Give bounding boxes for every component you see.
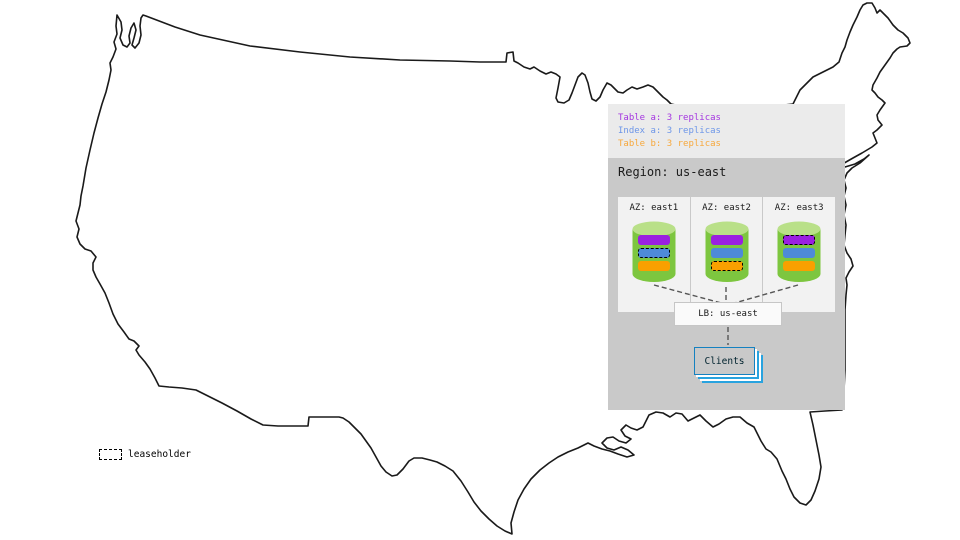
clients-box: Clients [694,347,755,375]
db-node-icon [776,220,822,284]
legend-item-table-b: Table b: 3 replicas [618,139,721,149]
replica-bars [710,235,743,274]
db-node-icon [631,220,677,284]
db-node-icon [704,220,750,284]
leaseholder-legend: leaseholder [99,449,191,460]
replica-bar-table-a [637,235,670,245]
clients-label: Clients [704,355,745,367]
legend-item-index-a: Index a: 3 replicas [618,126,721,136]
az-label: AZ: east2 [702,203,751,213]
region-diagram-panel: Table a: 3 replicas Index a: 3 replicas … [608,104,845,410]
replica-bar-table-b [783,261,816,271]
replica-bar-index-a [637,248,670,258]
az-east3: AZ: east3 [763,197,835,312]
replica-bar-table-a [710,235,743,245]
region-title: Region: us-east [618,165,727,179]
region-box: Region: us-east AZ: east1 [608,158,845,410]
az-container: AZ: east1 AZ: east2 [618,197,835,312]
replica-bar-table-b [637,261,670,271]
az-east1: AZ: east1 [618,197,691,312]
leaseholder-swatch-icon [99,449,122,460]
replica-bars [637,235,670,274]
az-label: AZ: east1 [629,203,679,213]
load-balancer-box: LB: us-east [674,302,782,326]
replica-bar-index-a [710,248,743,258]
replica-bar-table-b [710,261,743,271]
replica-bar-table-a [783,235,816,245]
az-east2: AZ: east2 [691,197,764,312]
replica-legend: Table a: 3 replicas Index a: 3 replicas … [608,104,845,158]
replica-bar-index-a [783,248,816,258]
az-label: AZ: east3 [774,203,824,213]
legend-item-table-a: Table a: 3 replicas [618,113,721,123]
replica-bars [783,235,816,274]
leaseholder-label: leaseholder [128,449,191,460]
